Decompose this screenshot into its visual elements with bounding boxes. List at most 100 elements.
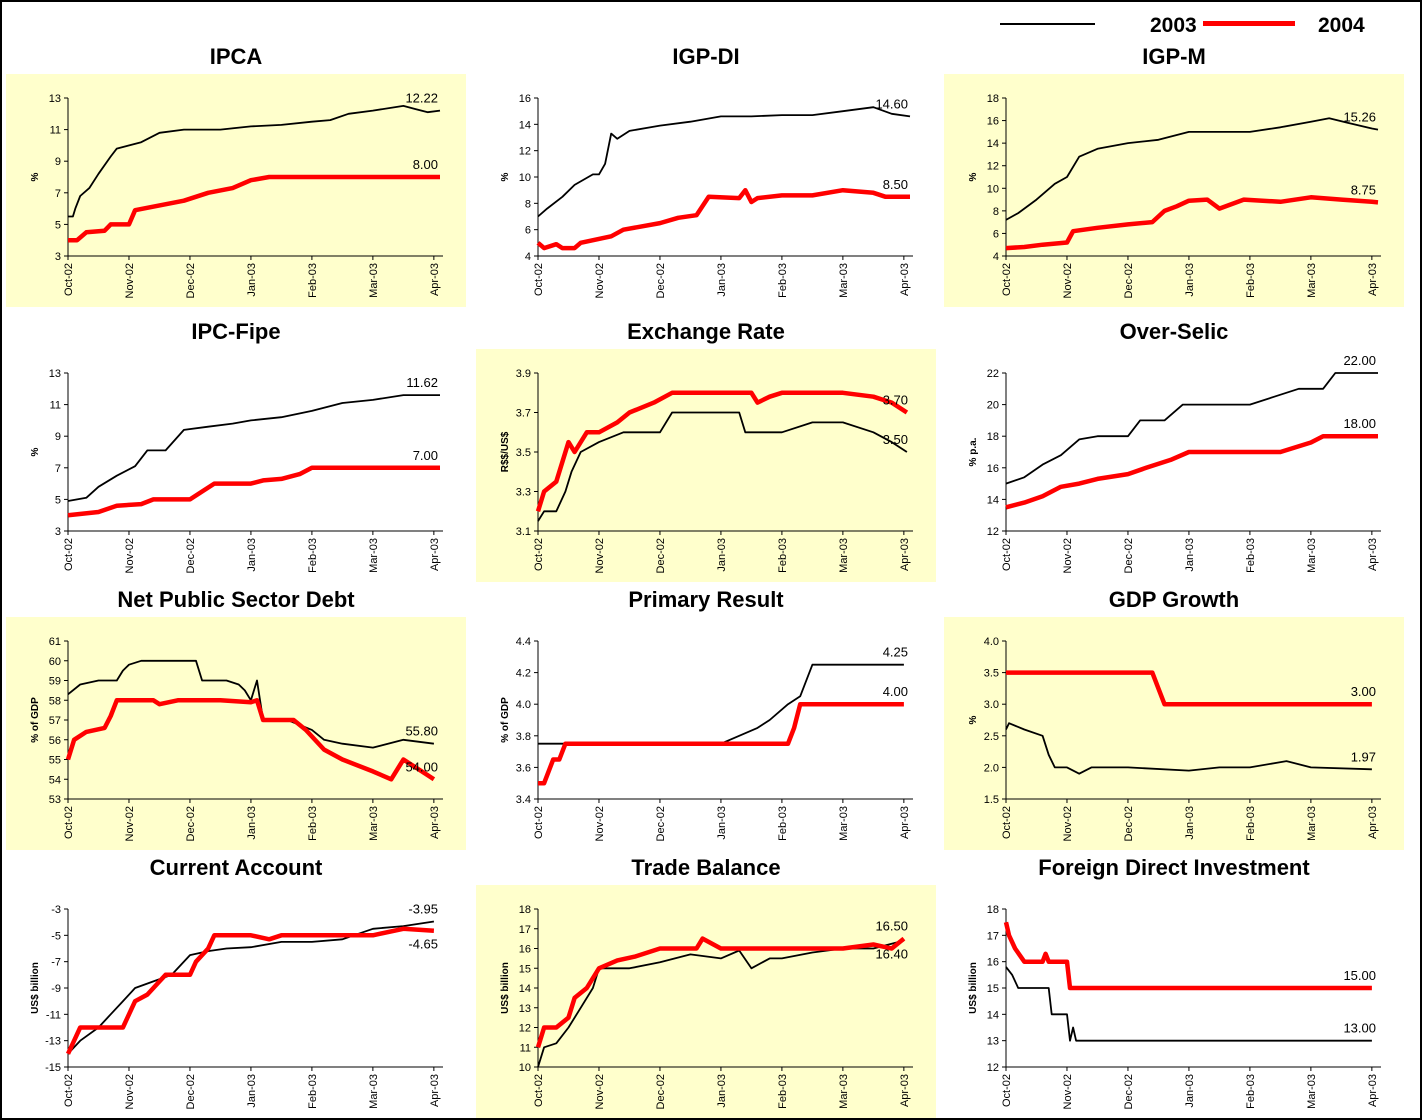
- x-tick-label: Oct-02: [63, 538, 75, 571]
- legend-label-2003: 2003: [1150, 14, 1197, 37]
- x-tick-label: Jan-03: [1184, 263, 1196, 297]
- end-value-label: 18.00: [1343, 416, 1376, 431]
- y-tick-label: 3.0: [984, 699, 999, 711]
- x-tick-label: Dec-02: [655, 1074, 667, 1109]
- end-value-label: 8.75: [1351, 182, 1376, 197]
- x-tick-label: Dec-02: [185, 538, 197, 573]
- x-tick-label: Mar-03: [838, 538, 850, 573]
- end-value-label: 11.62: [406, 375, 438, 390]
- x-tick-label: Feb-03: [777, 263, 789, 298]
- y-tick-label: 12: [519, 146, 531, 158]
- x-tick-label: Feb-03: [777, 806, 789, 841]
- y-tick-label: 5: [55, 219, 61, 231]
- x-tick-label: Mar-03: [368, 1074, 380, 1109]
- x-tick-label: Dec-02: [185, 1074, 197, 1109]
- y-tick-label: 3.3: [516, 487, 531, 499]
- chart-background: [944, 617, 1404, 850]
- y-tick-label: 1.5: [984, 794, 999, 806]
- x-tick-label: Feb-03: [1245, 1074, 1257, 1109]
- y-tick-label: 16: [987, 116, 999, 128]
- y-tick-label: 4.0: [516, 699, 531, 711]
- end-value-label: 16.50: [875, 919, 908, 934]
- y-tick-label: 3.7: [516, 408, 531, 420]
- y-tick-label: 2.0: [984, 762, 999, 774]
- chart-title: IGP-M: [1142, 44, 1206, 69]
- y-axis-label: US$ billion: [968, 962, 979, 1014]
- x-tick-label: Dec-02: [185, 263, 197, 298]
- chart-title: Current Account: [149, 855, 323, 880]
- y-tick-label: 58: [49, 695, 61, 707]
- chart-background: [476, 885, 936, 1118]
- chart-title: GDP Growth: [1108, 587, 1240, 612]
- y-tick-label: 11: [50, 400, 61, 412]
- x-tick-label: Jan-03: [246, 1074, 258, 1108]
- y-tick-label: -5: [51, 930, 61, 942]
- y-axis-label: % of GDP: [500, 697, 511, 743]
- series-line-2004: [68, 174, 440, 243]
- x-tick-label: Feb-03: [777, 1074, 789, 1109]
- y-tick-label: 14: [987, 494, 999, 506]
- x-tick-label: Jan-03: [1184, 1074, 1196, 1108]
- y-tick-label: 5: [55, 494, 61, 506]
- y-tick-label: 14: [987, 138, 999, 150]
- x-tick-label: Apr-03: [429, 806, 441, 839]
- series-line-2003: [67, 659, 435, 749]
- x-tick-label: Dec-02: [655, 538, 667, 573]
- end-value-label: 22.00: [1343, 353, 1376, 368]
- y-tick-label: 13: [987, 1036, 999, 1048]
- x-tick-label: Dec-02: [1123, 1074, 1135, 1109]
- y-tick-label: 57: [49, 715, 61, 727]
- y-tick-label: 2.5: [984, 731, 999, 743]
- x-tick-label: Feb-03: [1245, 538, 1257, 573]
- series-line-2003: [1005, 372, 1378, 485]
- x-tick-label: Jan-03: [246, 806, 258, 840]
- y-tick-label: 18: [987, 904, 999, 916]
- y-tick-label: 18: [519, 904, 531, 916]
- end-value-label: 54.00: [405, 759, 438, 774]
- x-tick-label: Jan-03: [716, 1074, 728, 1108]
- end-value-label: 8.00: [413, 157, 438, 172]
- y-tick-label: 10: [519, 1062, 531, 1074]
- x-tick-label: Mar-03: [368, 538, 380, 573]
- x-tick-label: Nov-02: [594, 263, 606, 298]
- y-tick-label: 15: [987, 983, 999, 995]
- series-line-2004: [65, 698, 436, 782]
- x-tick-label: Nov-02: [124, 263, 136, 298]
- y-tick-label: 13: [49, 368, 61, 380]
- y-tick-label: 16: [987, 463, 999, 475]
- y-tick-label: 13: [519, 1003, 531, 1015]
- chart-title: IGP-DI: [672, 44, 740, 69]
- series-line-2003: [537, 939, 905, 1068]
- y-axis-label: R$$/US$: [500, 431, 511, 472]
- y-axis-label: %: [500, 172, 511, 181]
- end-value-label: 4.25: [883, 645, 908, 660]
- legend-line-2004: [1203, 21, 1295, 26]
- y-tick-label: 7: [55, 188, 61, 200]
- x-tick-label: Mar-03: [838, 1074, 850, 1109]
- x-tick-label: Mar-03: [1306, 263, 1318, 298]
- end-value-label: 7.00: [413, 448, 438, 463]
- chart-title: Exchange Rate: [627, 319, 785, 344]
- y-tick-label: -7: [51, 957, 61, 969]
- x-tick-label: Dec-02: [185, 806, 197, 841]
- x-tick-label: Oct-02: [1001, 538, 1013, 571]
- x-tick-label: Jan-03: [716, 263, 728, 297]
- x-tick-label: Feb-03: [777, 538, 789, 573]
- x-tick-label: Oct-02: [63, 806, 75, 839]
- chart-title: Net Public Sector Debt: [117, 587, 355, 612]
- x-tick-label: Apr-03: [1367, 263, 1379, 296]
- x-tick-label: Apr-03: [429, 538, 441, 571]
- x-tick-label: Jan-03: [716, 538, 728, 572]
- y-tick-label: 12: [987, 161, 999, 173]
- y-tick-label: 4.0: [984, 636, 999, 648]
- legend-line-2003: [1000, 23, 1095, 25]
- x-tick-label: Apr-03: [1367, 1074, 1379, 1107]
- y-tick-label: 3.4: [516, 794, 531, 806]
- y-tick-label: 6: [993, 228, 999, 240]
- y-axis-label: US$ billion: [30, 962, 41, 1014]
